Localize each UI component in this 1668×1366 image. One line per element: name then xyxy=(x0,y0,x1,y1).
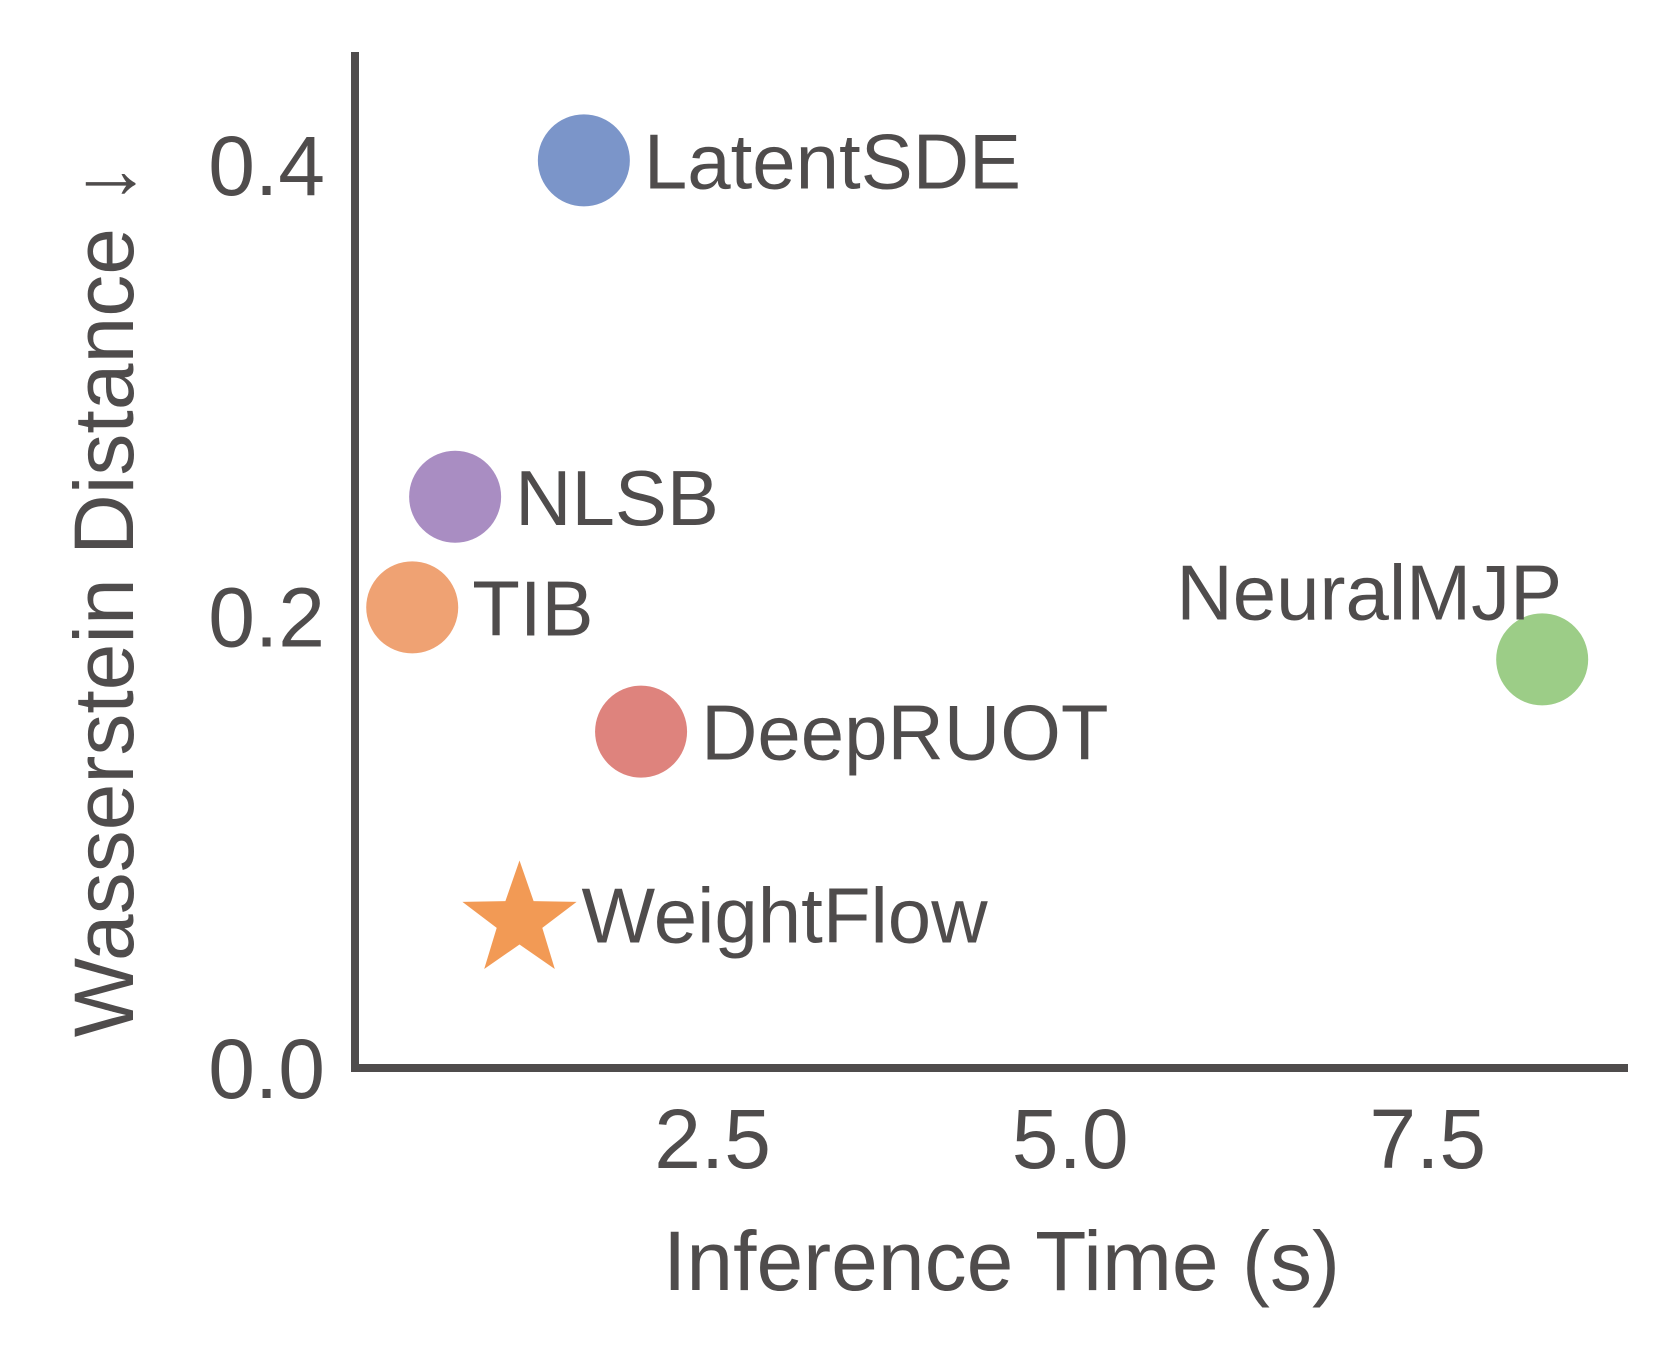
x-tick-labels: 2.5 5.0 7.5 xyxy=(654,1092,1486,1186)
y-tick-label: 0.2 xyxy=(208,570,325,664)
x-axis-label: Inference Time (s) xyxy=(663,1214,1340,1308)
point-deepruot-marker xyxy=(595,685,688,778)
x-tick-label: 7.5 xyxy=(1369,1092,1486,1186)
point-tib-label: TIB xyxy=(472,564,593,652)
point-nlsb-label: NLSB xyxy=(515,454,719,542)
point-weightflow-marker xyxy=(462,860,577,969)
point-latentsde-marker xyxy=(537,114,630,207)
point-weightflow-label: WeightFlow xyxy=(581,871,988,959)
point-tib-marker xyxy=(366,561,459,654)
point-neuralmjp-label: NeuralMJP xyxy=(1176,548,1562,636)
x-tick-label: 2.5 xyxy=(654,1092,771,1186)
point-neuralmjp-marker xyxy=(1496,613,1589,706)
point-deepruot-label: DeepRUOT xyxy=(701,689,1108,777)
x-tick-label: 5.0 xyxy=(1012,1092,1129,1186)
point-latentsde-label: LatentSDE xyxy=(644,117,1021,205)
y-tick-label: 0.0 xyxy=(208,1022,325,1116)
y-tick-labels: 0.0 0.2 0.4 xyxy=(208,119,325,1116)
point-nlsb-marker xyxy=(409,450,502,543)
axes xyxy=(351,52,1628,1072)
y-axis-label: Wasserstein Distance ↓ xyxy=(57,163,151,1038)
data-points: LatentSDE NLSB TIB NeuralMJP DeepRUOT WeightF… xyxy=(366,114,1589,969)
y-tick-label: 0.4 xyxy=(208,119,325,213)
